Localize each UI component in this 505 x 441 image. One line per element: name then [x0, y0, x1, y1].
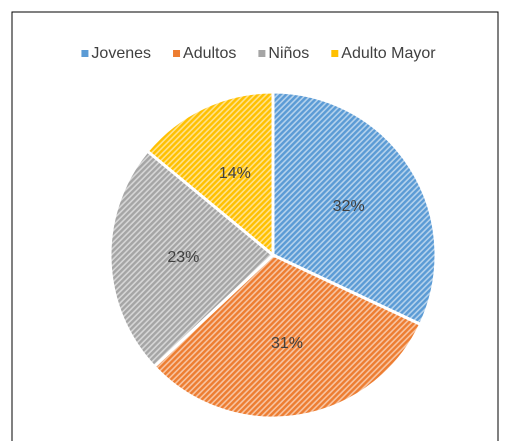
pie-slice [108, 148, 276, 369]
pie-slice [271, 90, 438, 327]
data-label: 14% [219, 165, 251, 182]
pie-slice [152, 253, 423, 420]
data-label: 32% [333, 198, 365, 215]
pie-slice [145, 90, 275, 259]
legend-marker [331, 50, 339, 57]
legend-label: Adulto Mayor [341, 45, 436, 62]
data-label: 23% [167, 249, 199, 266]
legend-marker [173, 50, 181, 57]
legend-marker [81, 50, 89, 57]
legend-label: Jovenes [91, 45, 151, 62]
data-label: 31% [271, 335, 303, 352]
legend-label: Adultos [183, 45, 236, 62]
legend-marker [258, 50, 266, 57]
legend-label: Niños [268, 45, 309, 62]
